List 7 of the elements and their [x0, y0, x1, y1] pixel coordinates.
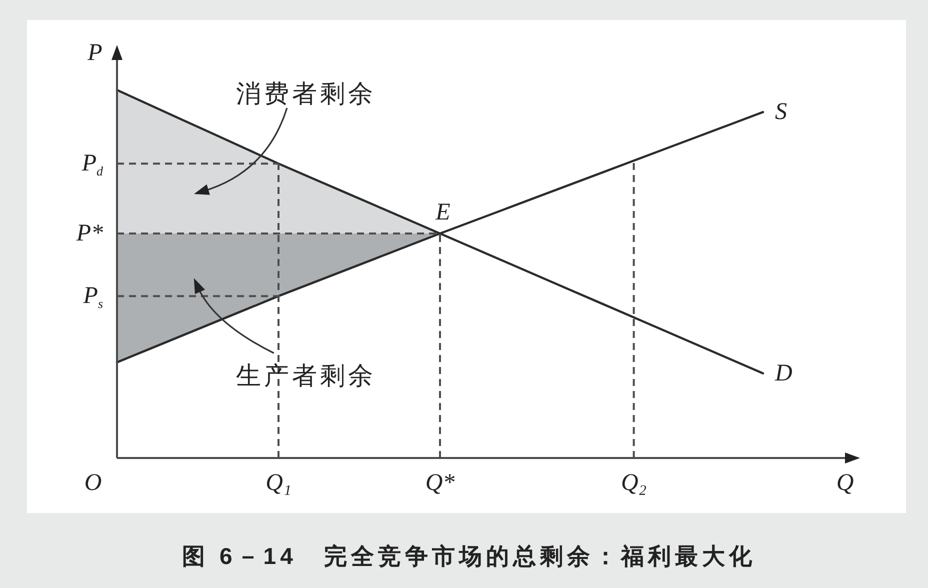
annotation: O [84, 470, 102, 496]
title: 图 6－14 完全竞争市场的总剩余：福利最大化 [182, 543, 756, 569]
annotation: E [436, 200, 450, 226]
xlabel: Q [836, 470, 854, 496]
ylabel: P [88, 40, 102, 66]
annotation: 消费者剩余 [236, 80, 376, 108]
annotation: 生产者剩余 [236, 362, 376, 390]
